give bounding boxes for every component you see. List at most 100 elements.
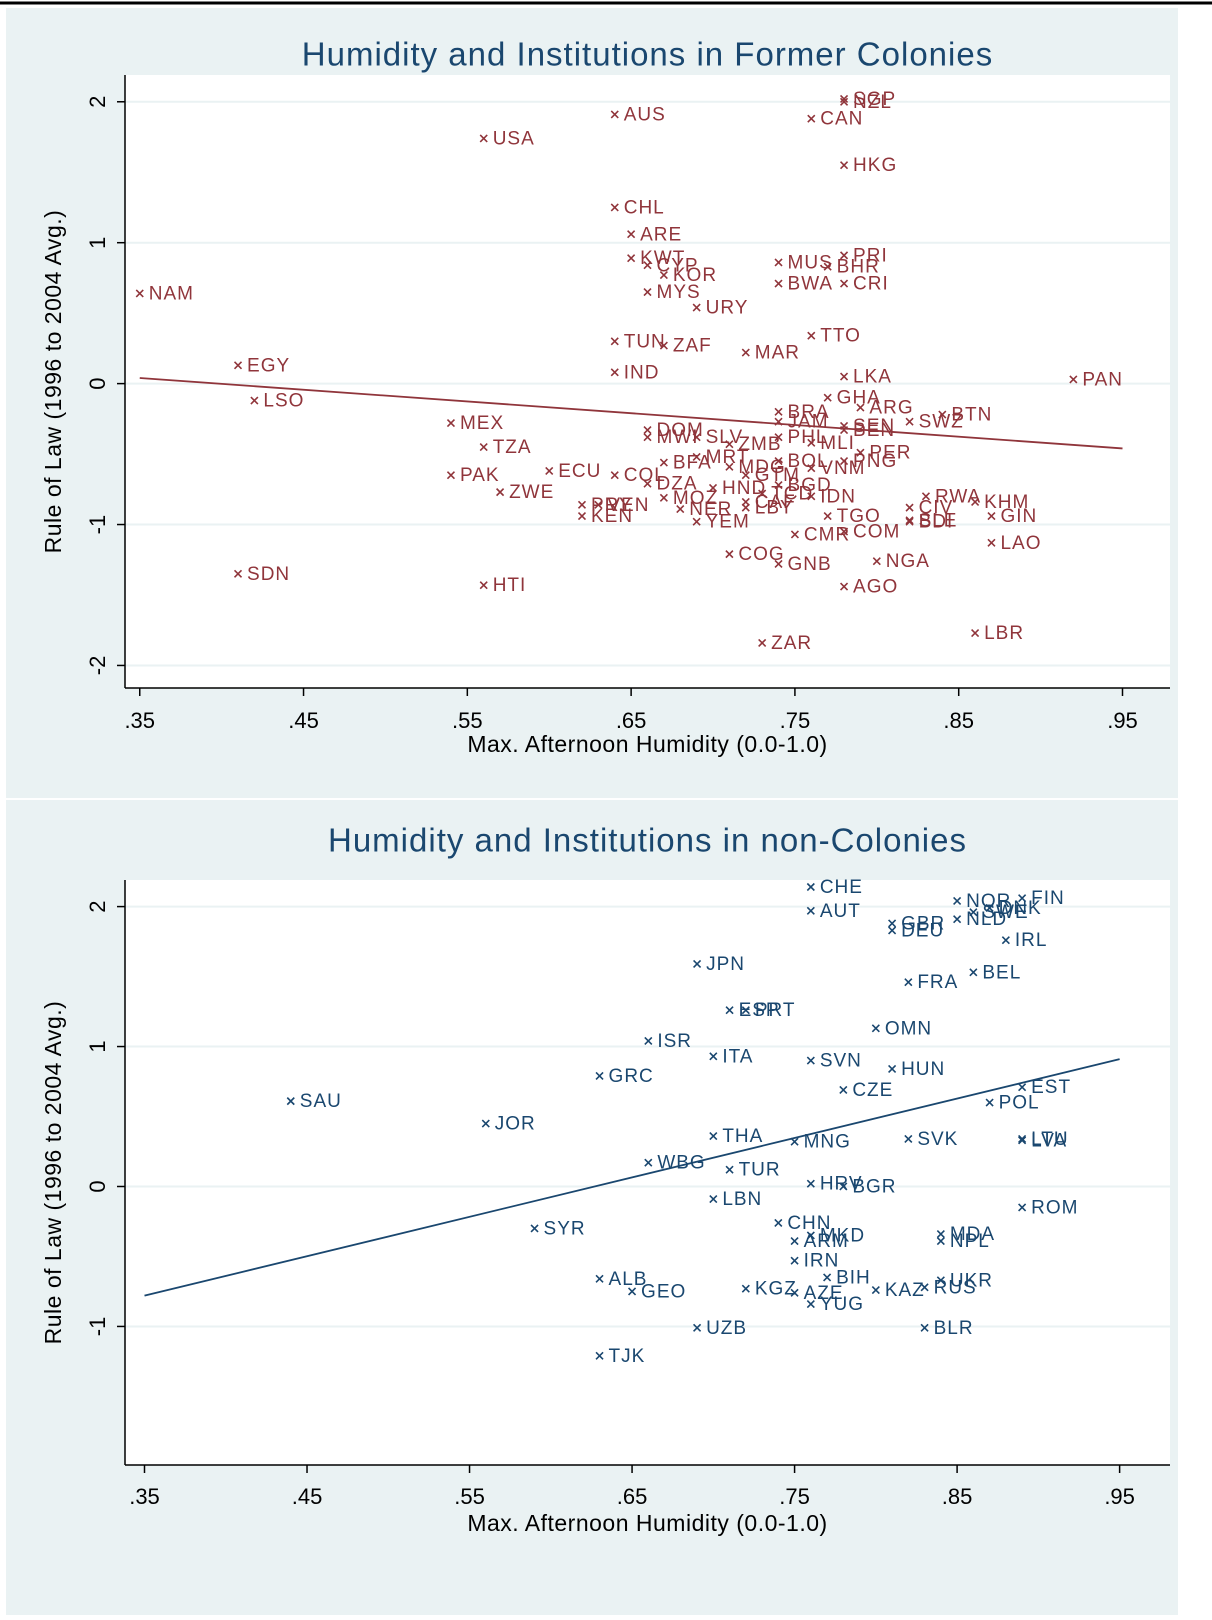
point-label: TGO xyxy=(837,506,881,527)
point-label: MAR xyxy=(755,343,800,364)
y-axis-title: Rule of Law (1996 to 2004 Avg.) xyxy=(40,210,66,554)
point-marker xyxy=(839,457,849,466)
point-label: MUS xyxy=(788,252,833,273)
point-marker xyxy=(823,512,832,521)
point-marker xyxy=(135,289,144,298)
point-label: PHL xyxy=(788,427,828,448)
point-marker xyxy=(692,303,701,312)
point-label: LAO xyxy=(1000,533,1041,554)
point-label: MKD xyxy=(820,1225,865,1246)
point-marker xyxy=(839,94,849,104)
point-label: SLE xyxy=(919,510,958,531)
point-marker xyxy=(725,1165,734,1174)
point-label: UKR xyxy=(950,1270,993,1291)
point-marker xyxy=(594,500,603,509)
point-label: TUN xyxy=(624,331,666,352)
point-label: JAM xyxy=(788,412,829,433)
point-label: MYS xyxy=(657,282,701,303)
point-label: BFA xyxy=(673,453,712,474)
point-label: LBN xyxy=(722,1189,762,1210)
point-label: AZE xyxy=(804,1283,844,1304)
point-marker xyxy=(969,908,978,917)
point-marker xyxy=(774,279,783,288)
point-label: CZE xyxy=(852,1080,893,1101)
point-label: CRI xyxy=(853,274,889,295)
point-marker xyxy=(643,261,652,270)
point-label: MWI xyxy=(657,427,699,448)
point-marker xyxy=(479,581,488,590)
point-label: SWZ xyxy=(919,412,964,433)
point-label: ARM xyxy=(804,1231,849,1252)
point-marker xyxy=(610,110,619,119)
point-marker xyxy=(806,1231,815,1240)
x-tick-label: .75 xyxy=(780,708,811,733)
y-tick-label: 0 xyxy=(85,377,110,389)
chart-title: Humidity and Institutions in non-Colonie… xyxy=(328,822,967,859)
point-label: NOR xyxy=(966,891,1011,912)
point-marker xyxy=(446,471,456,480)
point-label: MRT xyxy=(706,447,750,468)
point-label: CAN xyxy=(820,109,863,130)
point-marker xyxy=(627,254,636,263)
point-marker xyxy=(659,458,668,467)
point-label: BGD xyxy=(788,475,832,496)
fit-line xyxy=(144,1058,1120,1297)
point-label: GTM xyxy=(755,465,800,486)
point-marker xyxy=(1001,936,1010,945)
point-label: PRY xyxy=(591,495,633,516)
plot-area xyxy=(125,75,1170,688)
point-marker xyxy=(659,493,668,502)
point-label: KGZ xyxy=(755,1279,797,1300)
point-label: ALB xyxy=(609,1269,648,1290)
point-marker xyxy=(709,1052,718,1061)
point-label: RWA xyxy=(935,486,981,507)
point-marker xyxy=(953,896,962,906)
point-marker xyxy=(577,512,587,521)
point-marker xyxy=(807,438,816,447)
point-marker xyxy=(839,251,849,260)
point-label: DZA xyxy=(657,474,698,495)
point-label: PNG xyxy=(853,451,897,472)
point-marker xyxy=(774,258,783,267)
point-marker xyxy=(807,492,816,501)
point-marker xyxy=(839,582,849,591)
point-label: FIN xyxy=(1031,888,1065,909)
y-tick-label: -1 xyxy=(85,1317,110,1337)
point-label: IND xyxy=(624,362,660,383)
point-marker xyxy=(871,1285,880,1295)
point-label: TCD xyxy=(771,484,813,505)
point-marker xyxy=(790,1137,799,1146)
point-label: NER xyxy=(689,499,732,520)
point-marker xyxy=(709,1132,718,1141)
point-label: SLV xyxy=(706,427,744,448)
point-marker xyxy=(774,559,783,569)
point-label: MNG xyxy=(804,1132,851,1153)
point-label: LTU xyxy=(1031,1129,1068,1150)
point-marker xyxy=(774,407,783,416)
y-tick-label: 1 xyxy=(85,237,110,249)
x-tick-label: .45 xyxy=(288,708,319,733)
point-label: ECU xyxy=(558,461,601,482)
point-marker xyxy=(905,516,914,525)
point-label: BEN xyxy=(853,420,895,441)
point-marker xyxy=(1018,1083,1027,1092)
point-marker xyxy=(839,527,849,536)
x-tick-label: .35 xyxy=(124,708,155,733)
point-marker xyxy=(693,1323,702,1332)
point-marker xyxy=(725,1006,734,1015)
point-marker xyxy=(693,959,702,969)
x-tick-label: .65 xyxy=(616,708,647,733)
point-label: AUS xyxy=(624,104,666,125)
point-label: ITA xyxy=(722,1046,753,1067)
point-marker xyxy=(971,628,980,638)
point-label: ZAF xyxy=(673,336,712,357)
point-marker xyxy=(659,341,668,350)
point-marker xyxy=(807,464,816,473)
point-marker xyxy=(741,503,750,512)
point-label: PAK xyxy=(460,465,500,486)
point-marker xyxy=(774,417,783,426)
point-marker xyxy=(806,906,815,915)
point-label: NLD xyxy=(966,909,1007,930)
point-marker xyxy=(692,517,701,526)
point-label: JOR xyxy=(495,1114,536,1135)
